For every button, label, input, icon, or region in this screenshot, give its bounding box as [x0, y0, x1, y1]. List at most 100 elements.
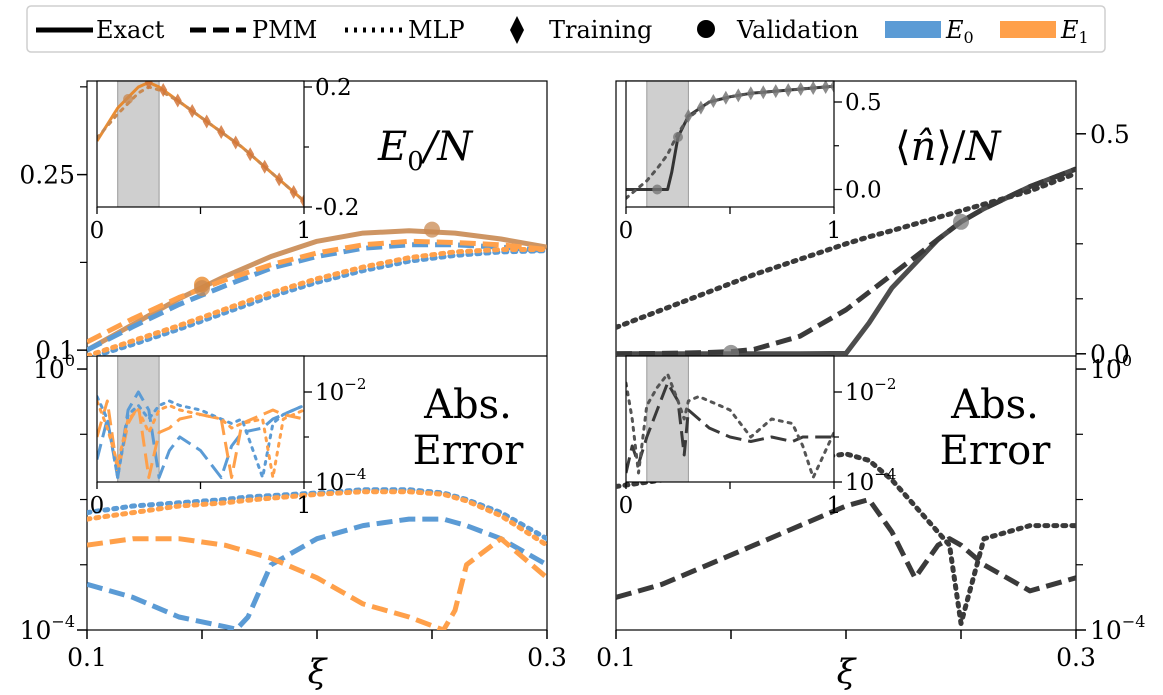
- err_number-inset-ylabel-0: 10−2: [845, 375, 896, 406]
- err_energy-inset-lines: [97, 390, 304, 479]
- energy-training-point-6: [231, 135, 240, 150]
- number-training-point-0: [684, 109, 693, 123]
- legend-pmm-label: PMM: [252, 16, 317, 44]
- err_energy-xtick-label-0: 0.1: [67, 643, 107, 672]
- legend: Exact PMM MLP Training Validation E0 E1: [26, 5, 1106, 53]
- err_number-inset-xlabel-0: 0: [619, 493, 634, 519]
- legend-validation-label: Validation: [736, 16, 859, 44]
- energy-inset-xlabel-1: 1: [297, 218, 312, 244]
- number-inset-ylabel-0: 0.5: [845, 90, 882, 116]
- energy-plot: [87, 221, 547, 356]
- number-training-point-8: [784, 83, 793, 98]
- number-inset-lines: [626, 81, 834, 200]
- number-training-point-11: [821, 81, 830, 94]
- number-inset: 0 1 0.5 0.0: [619, 80, 882, 244]
- energy-error-inset: 0 110−210−4: [90, 355, 366, 519]
- err_number-xtick-label-0: 0.1: [596, 643, 636, 672]
- err_mlp_E1-line: [87, 489, 547, 548]
- energy-error-title-line2: Error: [413, 428, 525, 474]
- err_pmm_n-line: [616, 497, 1076, 600]
- err_energy-ytick-label-0: 100: [33, 351, 75, 384]
- err_energy-xtick-label-1: 0.3: [527, 643, 567, 672]
- validation-point-2: [424, 221, 440, 238]
- err_energy-ytick-label-1: 10−4: [20, 612, 75, 645]
- mlp_n-line: [616, 170, 1076, 330]
- energy-inset: 0 1 0.2 -0.2: [90, 75, 360, 244]
- energy-training-point-2: [173, 93, 182, 108]
- energy-error-title-line1: Abs.: [423, 382, 512, 428]
- energy-inset-ylabel-0: 0.2: [315, 75, 352, 101]
- energy-inset-ylabel-1: -0.2: [315, 195, 359, 221]
- err_number-ytick-label-1: 10−4: [1090, 612, 1145, 645]
- legend-frame: [26, 5, 1106, 53]
- err_number-xtick-label-1: 0.3: [1056, 643, 1096, 672]
- legend-e0-swatch: [885, 21, 941, 38]
- inset-ie_mlp_n-line: [626, 372, 834, 479]
- err_number-inset-xlabel-1: 1: [827, 493, 842, 519]
- number-training-point-1: [696, 100, 705, 115]
- pmm_n-line: [616, 166, 1076, 356]
- number-inset-validation-0: [652, 184, 663, 195]
- energy-inset-validation-0: [123, 94, 134, 104]
- energy-training-point-7: [246, 147, 255, 162]
- number-error-inset: 0 1 10−2 10−4: [619, 355, 896, 519]
- number-inset-xlabel-0: 0: [619, 218, 634, 244]
- number-inset-ylabel-1: 0.0: [845, 178, 882, 204]
- err_energy-inset-xlabel-1: 1: [297, 493, 312, 519]
- number-ytick-label-0: 0.0: [1090, 340, 1130, 369]
- energy-training-point-8: [260, 159, 269, 174]
- mlp_E0-line: [87, 248, 547, 356]
- inset-ie_mlp_E0-line: [97, 395, 304, 479]
- energy-training-point-0: [144, 81, 153, 90]
- number-training-point-9: [796, 82, 805, 97]
- err_number-inset-lines: [626, 372, 834, 479]
- energy-training-point-3: [188, 104, 197, 118]
- inset-ie_mlp_E1-line: [97, 399, 304, 479]
- err_energy-inset-xlabel-0: 0: [90, 493, 105, 519]
- energy-training-point-5: [217, 125, 226, 139]
- energy-training-point-9: [275, 172, 284, 187]
- number-training-point-7: [771, 84, 780, 99]
- mlp_E1-line: [87, 247, 547, 356]
- energy-training-point-1: [159, 83, 168, 97]
- number-training-point-12: [830, 81, 834, 94]
- energy-ytick-label-0: 0.1: [35, 336, 75, 365]
- legend-e1-swatch: [1000, 21, 1056, 38]
- energy-training-point-4: [202, 114, 211, 129]
- legend-diamond-marker: [510, 16, 524, 44]
- pmm_E1-line: [87, 238, 547, 345]
- energy-training-point-10: [289, 185, 298, 199]
- inset-ie_pmm_n-line: [626, 381, 834, 474]
- energy-inset-lines: [97, 81, 304, 207]
- validation-point-0: [723, 344, 739, 356]
- right-x-label: ξ: [837, 652, 858, 692]
- number-inset-validation-1: [673, 132, 683, 142]
- err_number-ytick-label-0: 100: [1090, 351, 1132, 384]
- legend-circle-marker: [697, 20, 715, 38]
- legend-exact-label: Exact: [96, 16, 165, 44]
- number-training-point-3: [721, 90, 730, 105]
- err_energy-inset-ylabel-0: 10−2: [315, 375, 366, 406]
- validation-point-1: [953, 213, 969, 230]
- number-inset-xlabel-1: 1: [827, 218, 842, 244]
- number-training-point-5: [746, 86, 755, 101]
- err_pmm_E1-line: [87, 536, 547, 630]
- err_energy-inset-shade: [117, 355, 160, 483]
- number-training-point-10: [809, 81, 818, 95]
- left-x-label: ξ: [308, 652, 329, 692]
- number-training-point-2: [709, 93, 718, 108]
- number-error-title-line1: Abs.: [950, 382, 1039, 428]
- err_number-inset-ylabel-1: 10−4: [845, 465, 896, 496]
- number-training-point-4: [734, 88, 743, 103]
- number-error-title-line2: Error: [940, 428, 1052, 474]
- number-panel-title: ⟨n̂⟩/N: [895, 124, 1002, 170]
- number-ytick-label-1: 0.5: [1090, 120, 1130, 149]
- validation-point-1: [194, 280, 210, 297]
- energy-training-point-11: [300, 194, 304, 207]
- energy-inset-xlabel-0: 0: [90, 218, 105, 244]
- energy-ytick-label-1: 0.25: [19, 161, 75, 190]
- err_pmm_E0-line: [87, 516, 547, 630]
- number-plot: [616, 166, 1076, 356]
- number-training-point-6: [759, 85, 768, 100]
